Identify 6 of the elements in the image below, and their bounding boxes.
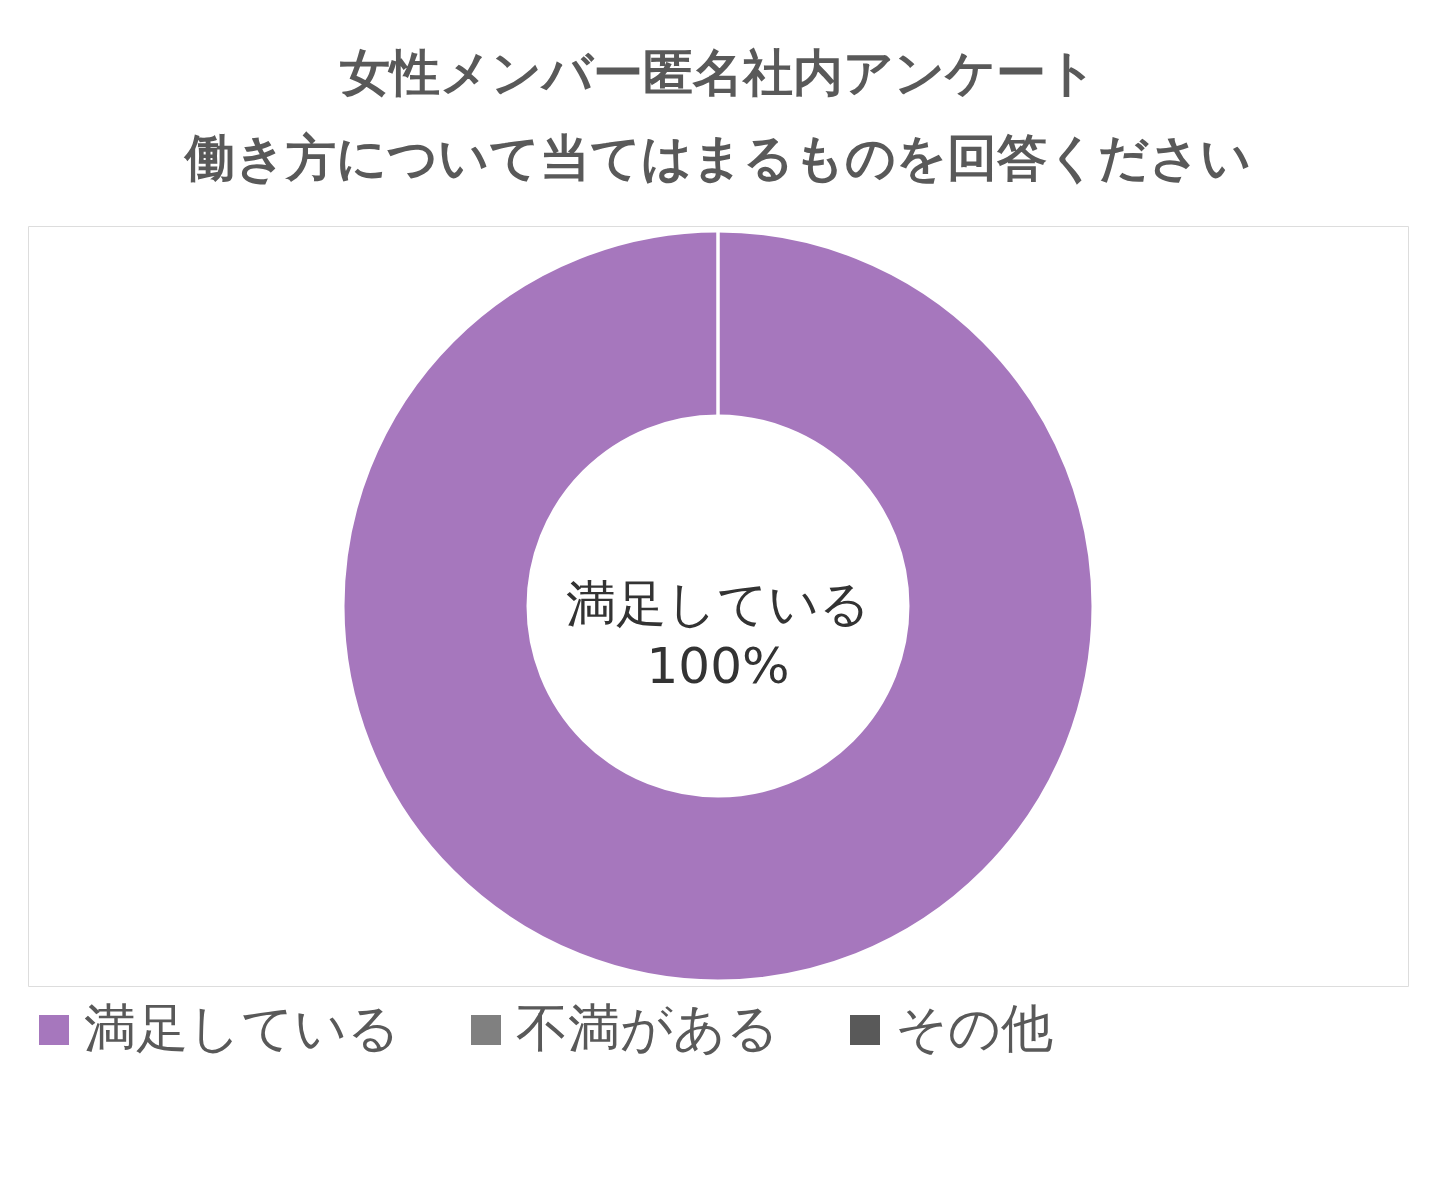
legend-label: 不満がある [516, 998, 779, 1058]
chart-subtitle: 働き方について当てはまるものを回答ください [183, 129, 1251, 187]
legend-label: 満足している [84, 998, 400, 1058]
chart-title: 女性メンバー匿名社内アンケート [338, 44, 1097, 102]
legend-label: その他 [895, 998, 1053, 1058]
data-label: 満足している 100% [566, 575, 870, 695]
